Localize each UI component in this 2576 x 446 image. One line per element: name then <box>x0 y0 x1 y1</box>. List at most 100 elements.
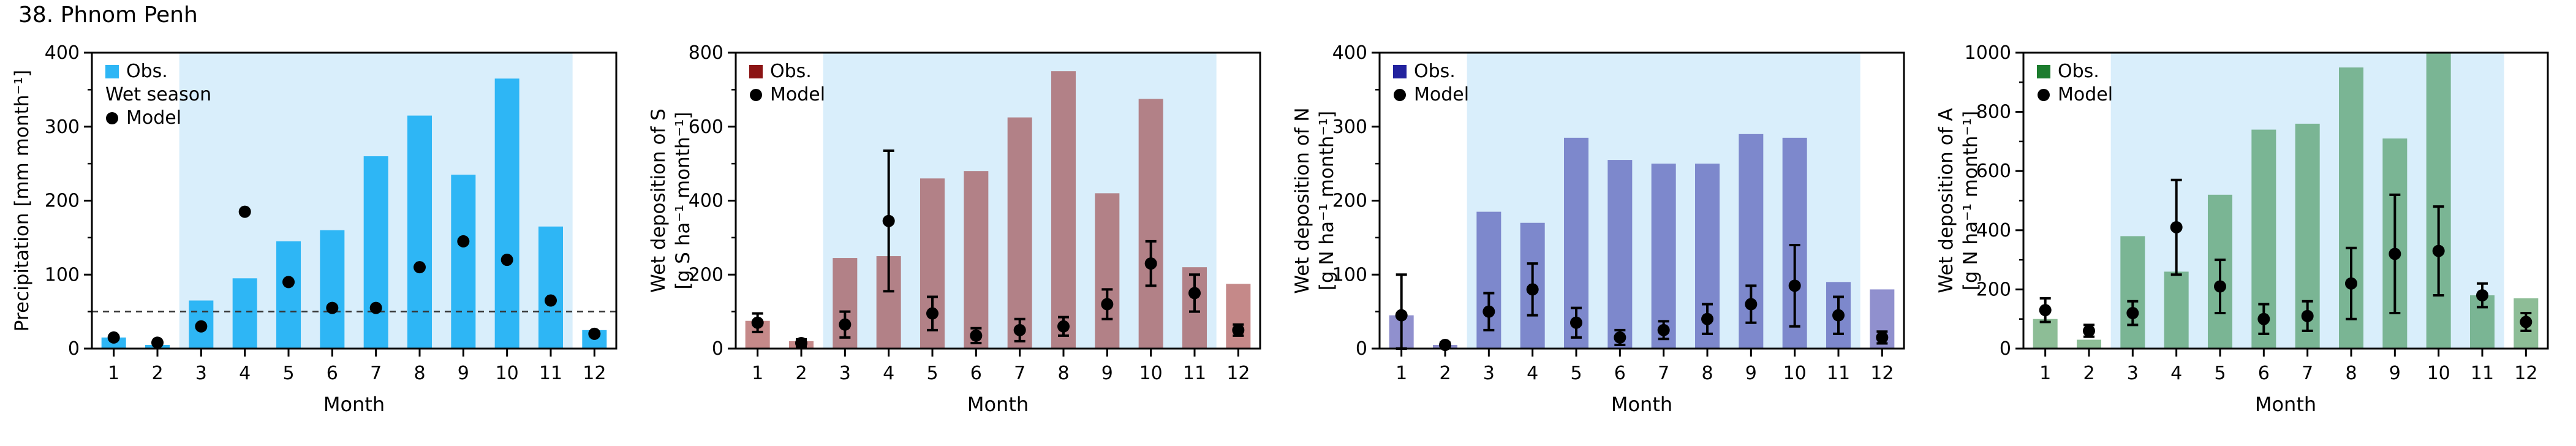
legend-label: Obs. <box>770 61 812 82</box>
legend-square-swatch <box>1393 65 1407 78</box>
legend-dot-swatch <box>1394 89 1406 101</box>
chart-panel-s-deposition: 0 200 400 600 800 1 2 3 4 5 6 7 8 9 10 11 12 Month Wet dep… <box>644 27 1288 446</box>
legend-label: Obs. <box>126 61 168 82</box>
y-tick-label: 0 <box>68 338 80 360</box>
x-tick-label: 2 <box>795 363 807 384</box>
model-dot <box>1876 331 1889 344</box>
y-tick-label: 200 <box>1976 279 2011 300</box>
x-axis-title: Month <box>323 393 385 416</box>
x-axis-title: Month <box>2255 393 2316 416</box>
y-tick-label: 600 <box>689 116 723 138</box>
model-dot <box>545 294 557 307</box>
chart-panel-n-deposition: 0 100 200 300 400 1 2 3 4 5 6 7 8 9 10 11 12 Month Wet dep… <box>1288 27 1932 446</box>
model-dot <box>2257 312 2270 325</box>
x-tick-label: 1 <box>2039 363 2051 384</box>
y-tick-label: 400 <box>689 191 723 212</box>
model-dot <box>1832 309 1845 322</box>
x-tick-label: 12 <box>1226 363 1250 384</box>
y-tick-label: 100 <box>45 264 80 285</box>
x-tick-label: 6 <box>1614 363 1626 384</box>
model-dot <box>1144 257 1157 270</box>
obs-bar <box>1226 284 1251 349</box>
y-tick-label: 300 <box>1332 116 1367 138</box>
legend-label: Model <box>2058 84 2113 105</box>
figure-title: 38. Phnom Penh <box>18 2 198 28</box>
legend-dot-swatch <box>2038 89 2050 101</box>
obs-bar <box>363 156 388 349</box>
x-tick-label: 2 <box>151 363 163 384</box>
x-tick-label: 11 <box>2471 363 2494 384</box>
x-tick-label: 5 <box>926 363 938 384</box>
legend-label: Model <box>1414 84 1469 105</box>
x-tick-label: 3 <box>839 363 851 384</box>
x-tick-label: 10 <box>1783 363 1807 384</box>
obs-bar <box>2426 53 2451 349</box>
y-tick-label: 800 <box>1976 102 2011 123</box>
model-dot <box>1013 323 1026 336</box>
model-dot <box>926 307 939 320</box>
legend-dot-swatch <box>106 112 118 124</box>
model-dot <box>795 336 807 349</box>
chart-panels: 0 100 200 300 400 1 2 3 4 5 6 7 8 9 10 11 12 Month Precipi… <box>0 27 2576 446</box>
y-axis-title: Precipitation [mm month⁻¹] <box>11 70 33 331</box>
y-axis-title: Wet deposition of S <box>648 108 670 293</box>
model-dot <box>882 214 895 227</box>
x-tick-label: 8 <box>1057 363 1069 384</box>
x-tick-label: 3 <box>1483 363 1495 384</box>
model-dot <box>1657 323 1670 336</box>
obs-bar <box>1138 99 1163 349</box>
y-tick-label: 600 <box>1976 161 2011 182</box>
model-dot <box>1232 323 1245 336</box>
model-dot <box>414 261 426 274</box>
obs-bar <box>1651 164 1676 349</box>
x-tick-label: 10 <box>2427 363 2450 384</box>
model-dot <box>1057 320 1070 333</box>
obs-bar <box>964 171 989 349</box>
x-tick-label: 8 <box>414 363 425 384</box>
model-dot <box>1483 305 1495 318</box>
x-tick-label: 7 <box>370 363 382 384</box>
model-dot <box>970 329 983 342</box>
y-axis-title: [g N ha⁻¹ month⁻¹] <box>1960 111 1982 290</box>
x-axis-title: Month <box>967 393 1029 416</box>
x-tick-label: 6 <box>2258 363 2270 384</box>
x-tick-label: 12 <box>1870 363 1894 384</box>
model-dot <box>588 327 601 340</box>
legend-square-swatch <box>2037 65 2050 78</box>
x-tick-label: 7 <box>1014 363 1025 384</box>
x-tick-label: 3 <box>195 363 207 384</box>
y-tick-label: 1000 <box>1965 42 2011 64</box>
x-tick-label: 7 <box>2302 363 2313 384</box>
y-tick-label: 0 <box>712 338 723 360</box>
obs-bar <box>451 175 476 349</box>
obs-bar <box>1095 193 1120 349</box>
model-dot <box>151 336 164 349</box>
x-tick-label: 4 <box>239 363 251 384</box>
x-tick-label: 1 <box>752 363 763 384</box>
x-tick-label: 11 <box>539 363 562 384</box>
obs-bar <box>2120 236 2145 349</box>
model-dot <box>238 205 251 218</box>
model-dot <box>1614 331 1626 344</box>
x-tick-label: 2 <box>1439 363 1451 384</box>
model-dot <box>1788 279 1801 292</box>
obs-bar <box>1007 117 1032 349</box>
legend-label: Model <box>770 84 825 105</box>
model-dot <box>282 276 295 289</box>
y-tick-label: 300 <box>45 116 80 138</box>
model-dot <box>1188 287 1201 300</box>
x-tick-label: 9 <box>2389 363 2401 384</box>
legend-square-swatch <box>749 65 763 78</box>
y-tick-label: 800 <box>689 42 723 64</box>
y-tick-label: 100 <box>1332 264 1367 285</box>
model-dot <box>2476 289 2488 302</box>
x-tick-label: 6 <box>970 363 982 384</box>
x-tick-label: 12 <box>2514 363 2537 384</box>
model-dot <box>1570 316 1582 329</box>
model-dot <box>1745 298 1758 311</box>
x-tick-label: 10 <box>496 363 519 384</box>
legend-label: Wet season <box>105 84 211 105</box>
x-tick-label: 4 <box>1527 363 1538 384</box>
x-tick-label: 11 <box>1183 363 1206 384</box>
